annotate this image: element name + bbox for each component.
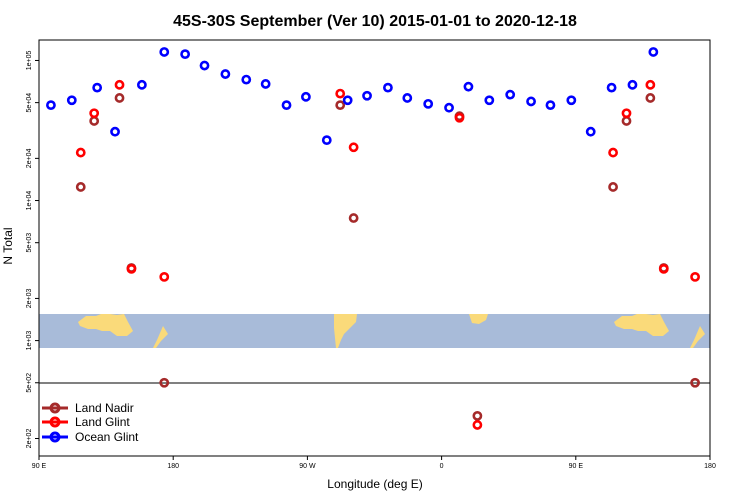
data-point-ocean-glint xyxy=(260,79,271,89)
x-axis-ticks: 90 E 180 90 W 0 90 E 180 xyxy=(32,456,716,470)
south-america-shape xyxy=(334,314,357,348)
data-point-land-glint xyxy=(75,147,86,158)
data-point-ocean-glint xyxy=(180,49,191,60)
data-point-ocean-glint xyxy=(545,100,556,111)
data-point-ocean-glint xyxy=(281,100,292,111)
legend: Land Nadir Land Glint Ocean Glint xyxy=(42,401,139,444)
y-tick-label: 2e+02 xyxy=(26,429,33,449)
y-tick-label: 5e+03 xyxy=(26,233,33,253)
data-point-ocean-glint xyxy=(321,135,332,146)
data-point-ocean-glint xyxy=(606,82,617,93)
data-point-ocean-glint xyxy=(92,82,103,93)
y-tick-label: 1e+03 xyxy=(26,331,33,351)
data-point-land-glint xyxy=(621,108,632,119)
data-point-land-nadir xyxy=(348,213,359,223)
y-axis-ticks: 2e+02 5e+02 1e+03 2e+03 5e+03 1e+04 2e+04 5e+04… xyxy=(26,51,39,449)
legend-item-land-nadir: Land Nadir xyxy=(42,401,134,415)
data-point-ocean-glint xyxy=(342,95,353,106)
data-point-land-glint xyxy=(348,142,359,153)
data-point-ocean-glint xyxy=(241,74,252,85)
data-point-land-glint xyxy=(126,264,137,274)
data-point-ocean-glint xyxy=(627,79,638,90)
legend-item-ocean-glint: Ocean Glint xyxy=(42,430,139,444)
chart-title: 45S-30S September (Ver 10) 2015-01-01 to… xyxy=(173,13,577,30)
data-point-ocean-glint xyxy=(46,100,56,111)
data-point-ocean-glint xyxy=(199,60,210,71)
data-point-ocean-glint xyxy=(484,95,495,106)
data-point-ocean-glint xyxy=(505,89,516,100)
data-point-ocean-glint xyxy=(444,102,454,113)
data-point-land-glint xyxy=(335,88,346,99)
data-point-ocean-glint xyxy=(301,91,311,102)
y-tick-label: 2e+03 xyxy=(26,289,33,309)
data-point-land-nadir xyxy=(621,116,632,126)
australia-shape xyxy=(78,314,133,336)
data-point-land-nadir xyxy=(645,93,656,103)
x-tick-label: 90 E xyxy=(569,463,584,470)
y-tick-label: 2e+04 xyxy=(26,148,33,168)
world-map-strip xyxy=(39,314,710,348)
data-point-ocean-glint xyxy=(362,90,372,101)
data-point-land-nadir xyxy=(472,410,483,421)
data-point-land-glint xyxy=(159,271,170,282)
x-tick-label: 90 E xyxy=(32,463,47,470)
x-tick-label: 90 W xyxy=(299,463,316,470)
data-point-land-glint xyxy=(472,420,483,430)
data-point-ocean-glint xyxy=(136,79,147,90)
legend-label-land-nadir: Land Nadir xyxy=(75,401,134,415)
data-points xyxy=(46,47,700,430)
y-tick-label: 1e+04 xyxy=(26,191,33,211)
data-point-land-nadir xyxy=(89,116,100,126)
data-point-land-glint xyxy=(608,147,618,158)
plot-frame xyxy=(38,39,711,457)
data-point-ocean-glint xyxy=(526,96,536,107)
data-point-ocean-glint xyxy=(566,95,577,106)
x-axis-label: Longitude (deg E) xyxy=(327,477,422,491)
data-point-land-glint xyxy=(454,112,465,123)
new-zealand-shape-repeat xyxy=(690,326,705,348)
data-point-ocean-glint xyxy=(110,126,120,137)
data-point-ocean-glint xyxy=(463,81,474,92)
africa-shape xyxy=(469,314,488,324)
australia-shape-repeat xyxy=(614,314,669,336)
data-point-land-nadir xyxy=(159,377,170,388)
data-point-land-nadir xyxy=(608,182,618,192)
data-point-land-glint xyxy=(114,79,125,90)
y-tick-label: 1e+05 xyxy=(26,51,33,71)
data-point-land-nadir xyxy=(690,377,700,388)
y-tick-label: 5e+02 xyxy=(26,373,33,393)
data-point-ocean-glint xyxy=(383,82,393,93)
data-point-ocean-glint xyxy=(220,69,231,79)
data-point-land-glint xyxy=(645,79,656,90)
x-tick-label: 180 xyxy=(167,463,179,470)
y-axis-label: N Total xyxy=(1,227,15,264)
data-point-ocean-glint xyxy=(423,98,434,109)
data-point-ocean-glint xyxy=(159,47,170,57)
data-point-land-nadir xyxy=(335,100,346,111)
data-point-land-nadir xyxy=(114,93,125,103)
data-point-ocean-glint xyxy=(648,47,659,57)
data-point-ocean-glint xyxy=(402,93,413,103)
data-point-land-nadir xyxy=(75,182,86,192)
data-point-land-glint xyxy=(690,271,700,282)
y-tick-label: 5e+04 xyxy=(26,93,33,113)
new-zealand-shape xyxy=(153,326,168,348)
legend-label-land-glint: Land Glint xyxy=(75,415,130,429)
legend-item-land-glint: Land Glint xyxy=(42,415,130,429)
legend-label-ocean-glint: Ocean Glint xyxy=(75,430,139,444)
x-tick-label: 0 xyxy=(440,463,444,470)
data-point-ocean-glint xyxy=(585,126,596,137)
data-point-land-glint xyxy=(89,108,100,119)
data-point-land-glint xyxy=(658,264,669,274)
x-tick-label: 180 xyxy=(704,463,716,470)
data-point-ocean-glint xyxy=(66,95,77,106)
